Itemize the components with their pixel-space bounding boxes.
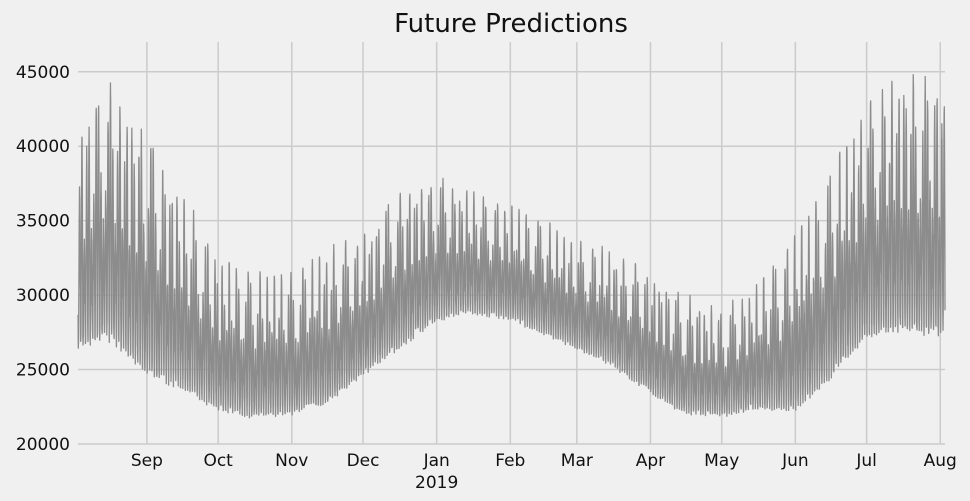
x-tick-label: Jun [781,451,809,471]
y-tick-label: 25000 [16,361,70,381]
y-tick-label: 20000 [16,435,70,455]
y-tick-label: 45000 [16,63,70,83]
x-tick-label: Nov [275,451,308,471]
x-year-label: 2019 [415,473,458,493]
x-tick-label: Apr [636,451,665,471]
x-tick-label: Aug [924,451,957,471]
y-axis: 20000 25000 30000 35000 40000 45000 [16,63,70,455]
x-tick-label: Sep [131,451,163,471]
chart-title: Future Predictions [394,9,628,39]
x-tick-label: Feb [495,451,525,471]
y-tick-label: 35000 [16,212,70,232]
x-axis: Sep Oct Nov Dec Jan Feb Mar Apr May Jun Jul Aug [131,451,957,471]
x-tick-label: Jul [855,451,877,471]
series-line [77,74,946,419]
x-tick-label: Oct [203,451,233,471]
y-tick-label: 30000 [16,286,70,306]
x-tick-label: Mar [561,451,593,471]
y-tick-label: 40000 [16,137,70,157]
x-tick-label: Jan [423,451,450,471]
x-tick-label: Dec [347,451,380,471]
x-tick-label: May [704,451,739,471]
